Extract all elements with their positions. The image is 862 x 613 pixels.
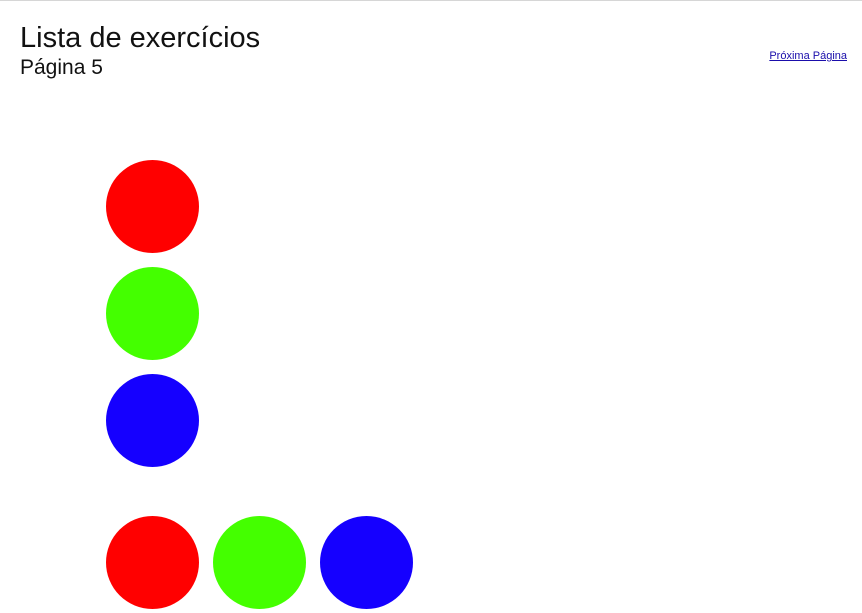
- page-subtitle: Página 5: [20, 56, 103, 79]
- circle-blue-column: [106, 374, 199, 467]
- page-header: Lista de exercícios Página 5: [20, 21, 260, 81]
- circle-red-row: [106, 516, 199, 609]
- circle-red-column: [106, 160, 199, 253]
- circle-blue-row: [320, 516, 413, 609]
- circle-green-row: [213, 516, 306, 609]
- next-page-link[interactable]: Próxima Página: [769, 50, 847, 62]
- circle-green-column: [106, 267, 199, 360]
- page-title: Lista de exercícios: [20, 22, 261, 54]
